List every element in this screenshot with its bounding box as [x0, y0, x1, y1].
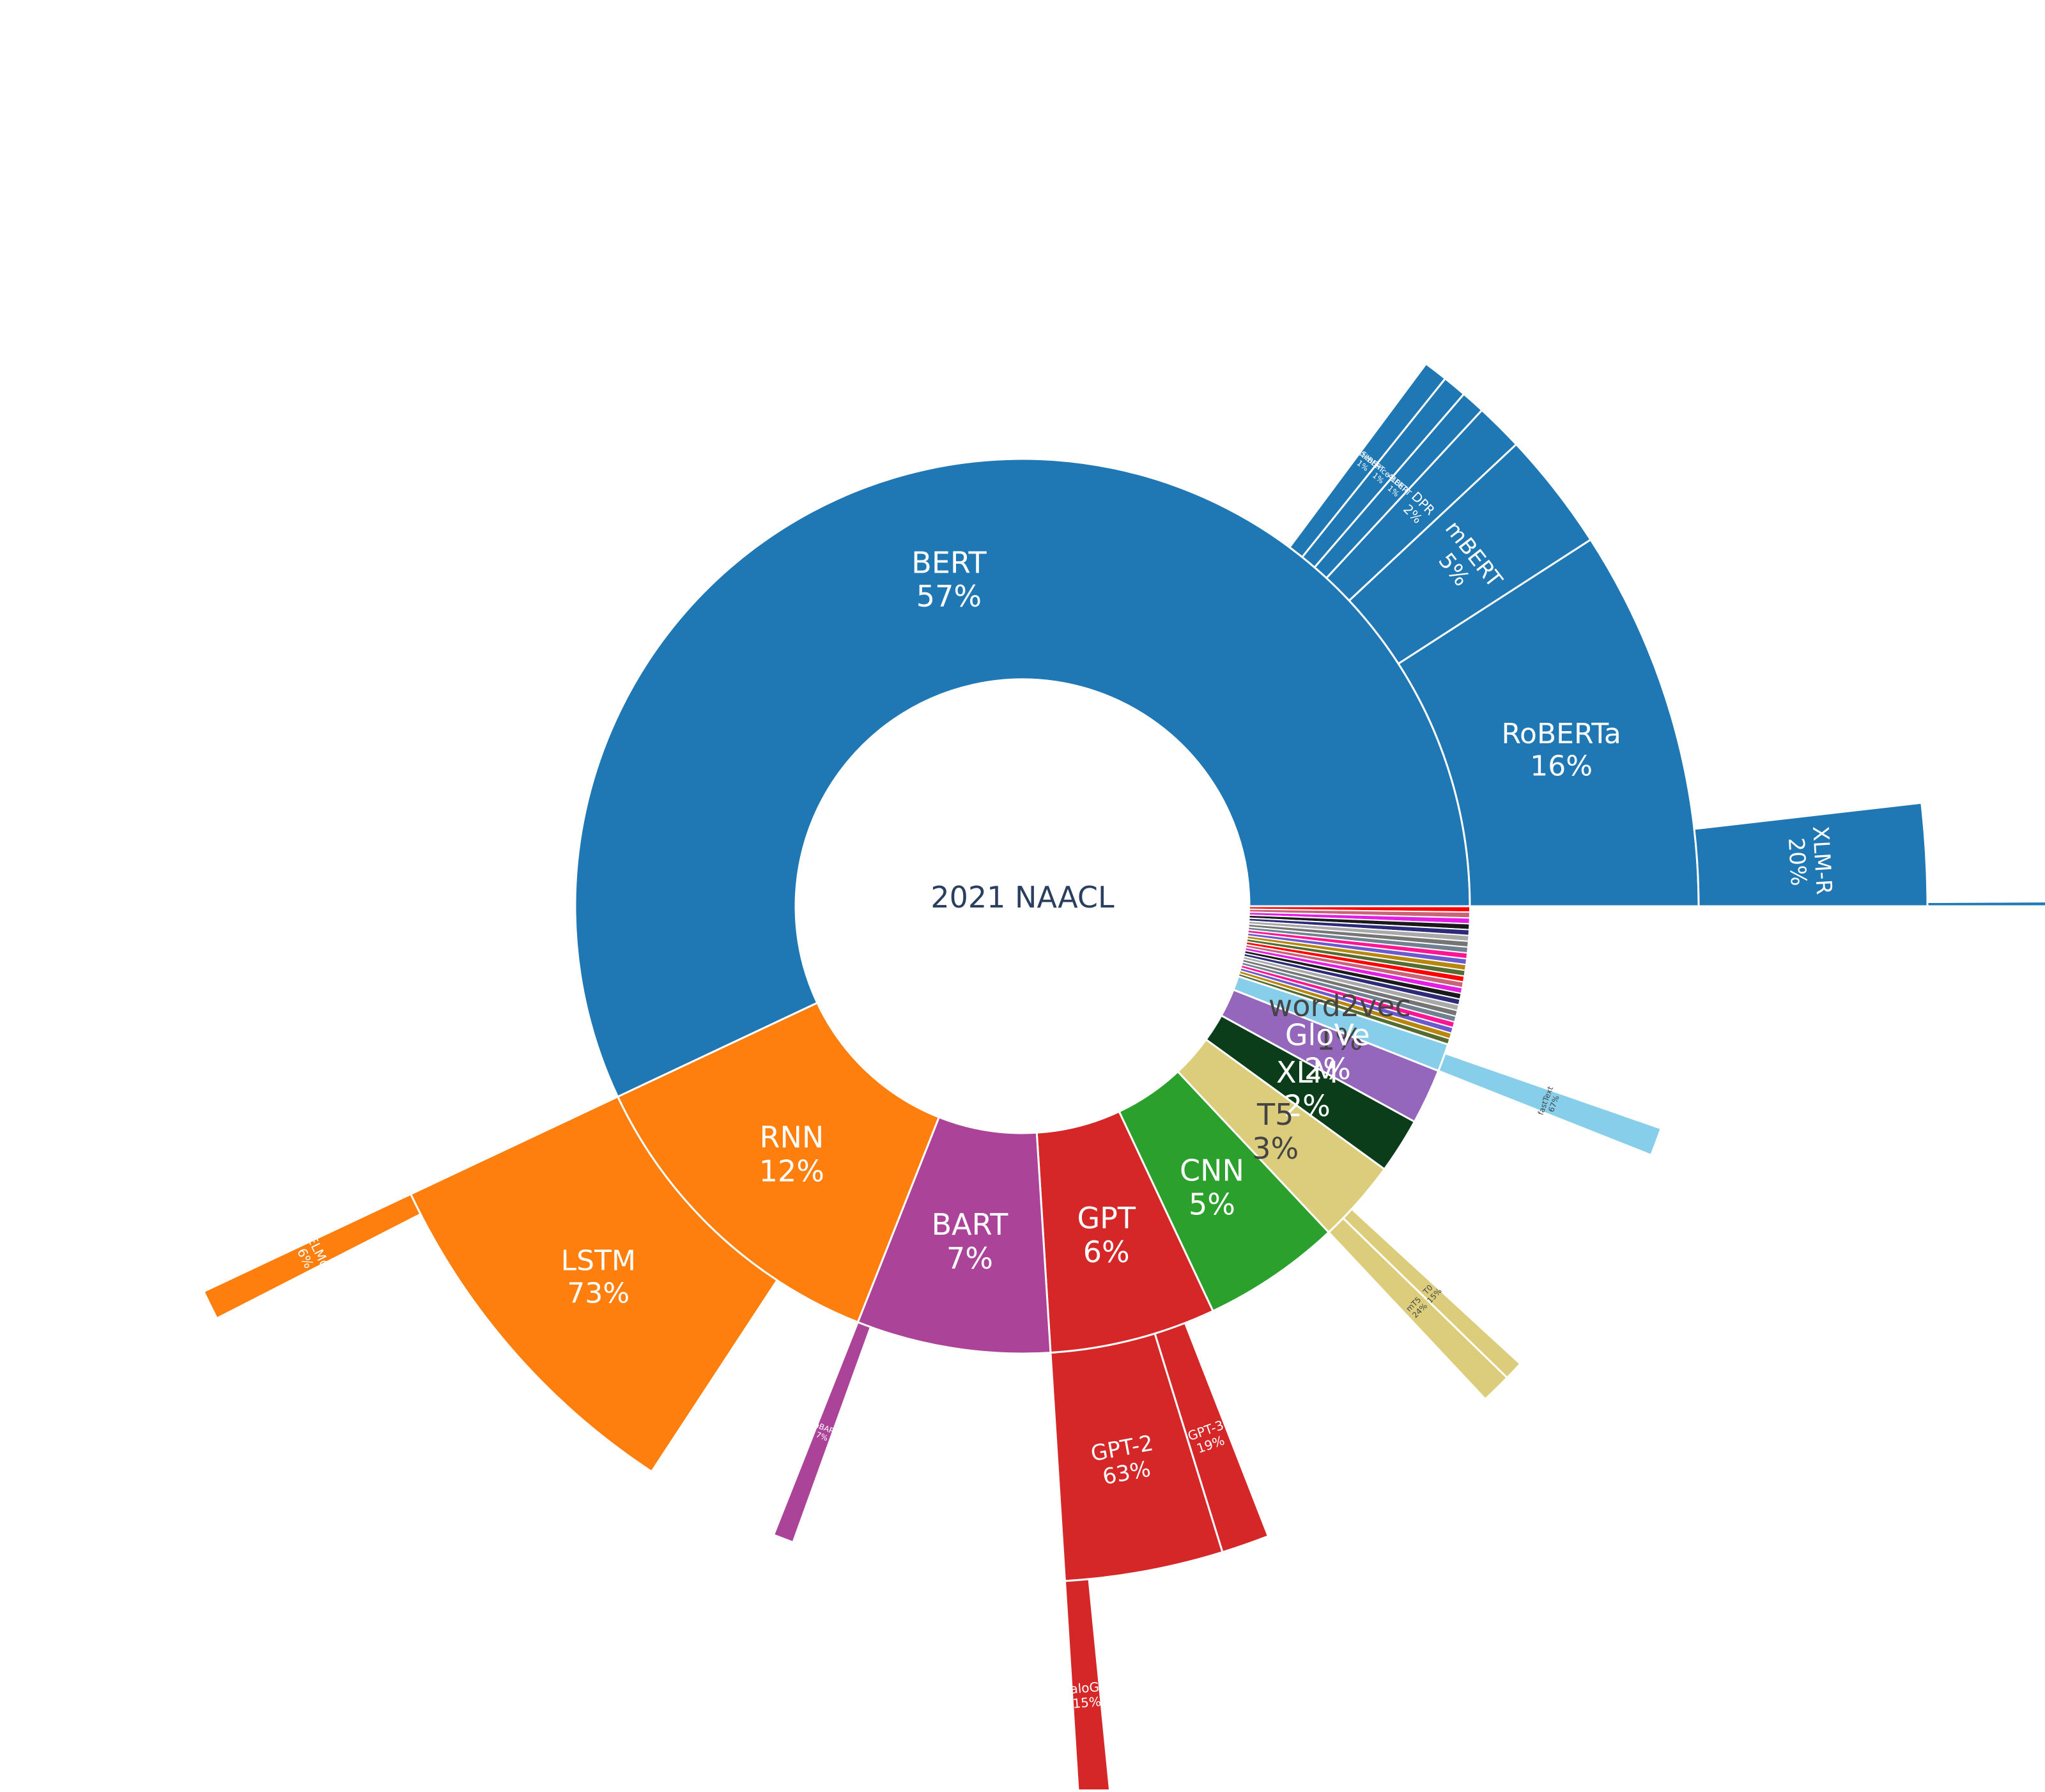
label-cnn: CNN 5%	[1180, 1153, 1244, 1221]
segment-dpr[interactable]	[1325, 408, 1518, 602]
label-bert: BERT 57%	[911, 545, 987, 614]
label-glove: GloVe 2%	[1285, 1018, 1370, 1086]
label-bart: BART 7%	[932, 1207, 1009, 1276]
segment-gpt-3[interactable]	[1154, 1322, 1270, 1554]
label-roberta: RoBERTa 16%	[1501, 718, 1621, 783]
segment-albert[interactable]	[1313, 392, 1484, 580]
segment-dialogpt[interactable]	[1063, 1578, 1111, 1792]
segment-sentence-bert[interactable]	[1300, 377, 1465, 569]
segment-longformer[interactable]	[1926, 900, 2045, 908]
segment-elmo[interactable]	[202, 1193, 422, 1320]
center-label: 2021 NAACL	[930, 880, 1115, 915]
label-rnn: RNN 12%	[759, 1120, 824, 1189]
label-dialogpt: DialoGPT15%	[1056, 1678, 1117, 1712]
label-xlm: XLM 2%	[1276, 1055, 1338, 1124]
segment-xlm-r[interactable]	[1693, 801, 1929, 908]
segment-mbert[interactable]	[1348, 443, 1593, 665]
segment-t0[interactable]	[1341, 1207, 1522, 1379]
label-xlm-r: XLM-R20%	[1782, 825, 1837, 897]
label-t5: T5 3%	[1252, 1097, 1299, 1166]
label-gpt: GPT 6%	[1077, 1201, 1136, 1269]
label-word2vec: word2vec 1%	[1269, 989, 1411, 1057]
sunburst-labels: word2vec 1%fastText67%GloVe 2%XLM 2%T5 3%mT5…	[294, 444, 1837, 1712]
segment-distilbert[interactable]	[1288, 362, 1447, 559]
label-lstm: LSTM 73%	[561, 1245, 636, 1310]
sunburst-segments	[202, 362, 2045, 1792]
